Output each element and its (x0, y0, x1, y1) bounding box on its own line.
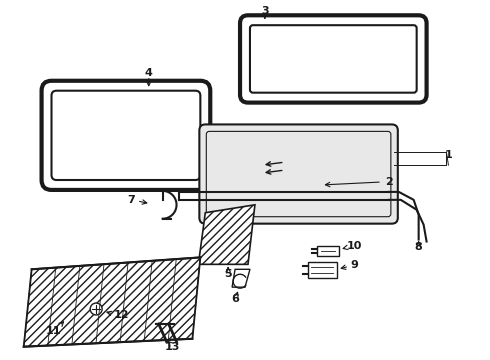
Circle shape (90, 303, 102, 315)
FancyBboxPatch shape (199, 125, 398, 224)
Text: 2: 2 (385, 177, 393, 187)
Polygon shape (232, 269, 250, 287)
Bar (318, 247, 339, 256)
Polygon shape (24, 257, 200, 347)
Text: 7: 7 (127, 195, 135, 205)
Text: 11: 11 (46, 326, 61, 336)
Text: 3: 3 (261, 6, 269, 16)
Text: 13: 13 (165, 342, 180, 352)
FancyBboxPatch shape (206, 131, 391, 217)
Text: 9: 9 (350, 260, 358, 270)
Text: 1: 1 (444, 150, 452, 160)
Bar (308, 262, 337, 278)
Text: 10: 10 (346, 242, 362, 252)
Text: 12: 12 (113, 310, 129, 320)
Text: 8: 8 (415, 243, 422, 252)
Text: 5: 5 (224, 269, 232, 279)
Text: 6: 6 (231, 294, 239, 304)
Text: 4: 4 (145, 68, 153, 78)
Polygon shape (198, 205, 255, 264)
